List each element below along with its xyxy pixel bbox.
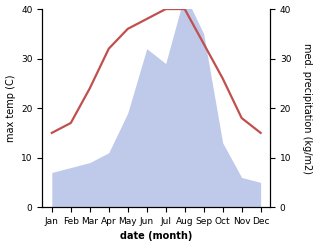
Y-axis label: med. precipitation (kg/m2): med. precipitation (kg/m2)	[302, 43, 313, 174]
X-axis label: date (month): date (month)	[120, 231, 192, 242]
Y-axis label: max temp (C): max temp (C)	[5, 74, 16, 142]
